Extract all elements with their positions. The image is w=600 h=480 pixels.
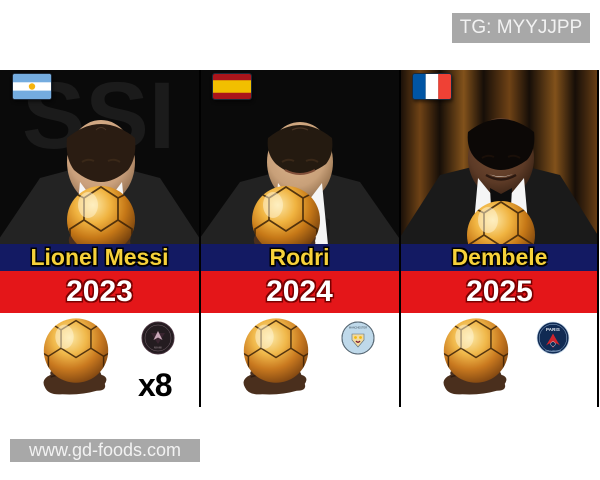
- svg-text:MANCHESTER: MANCHESTER: [349, 326, 367, 330]
- svg-text:PARIS: PARIS: [546, 327, 560, 332]
- svg-text:MIAMI: MIAMI: [154, 346, 162, 350]
- svg-text:SAINT-GERMAIN: SAINT-GERMAIN: [545, 350, 561, 353]
